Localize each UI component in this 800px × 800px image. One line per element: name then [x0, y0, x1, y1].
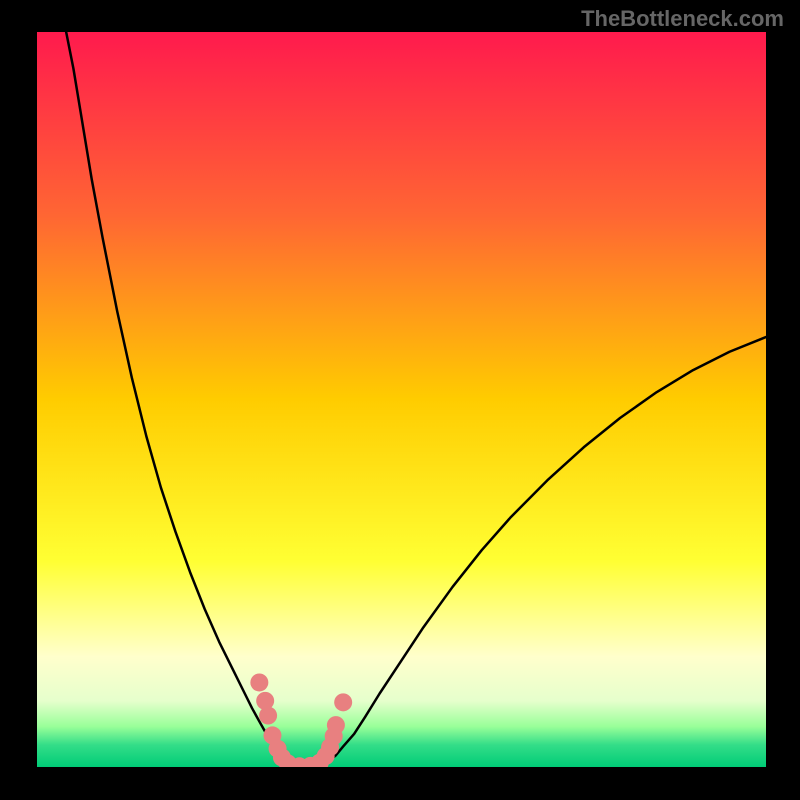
data-marker: [334, 693, 352, 711]
data-marker: [259, 707, 277, 725]
data-marker: [327, 716, 345, 734]
chart-container: TheBottleneck.com: [0, 0, 800, 800]
plot-background: [37, 32, 766, 767]
watermark: TheBottleneck.com: [581, 6, 784, 32]
data-marker: [250, 673, 268, 691]
chart-svg: [0, 0, 800, 800]
